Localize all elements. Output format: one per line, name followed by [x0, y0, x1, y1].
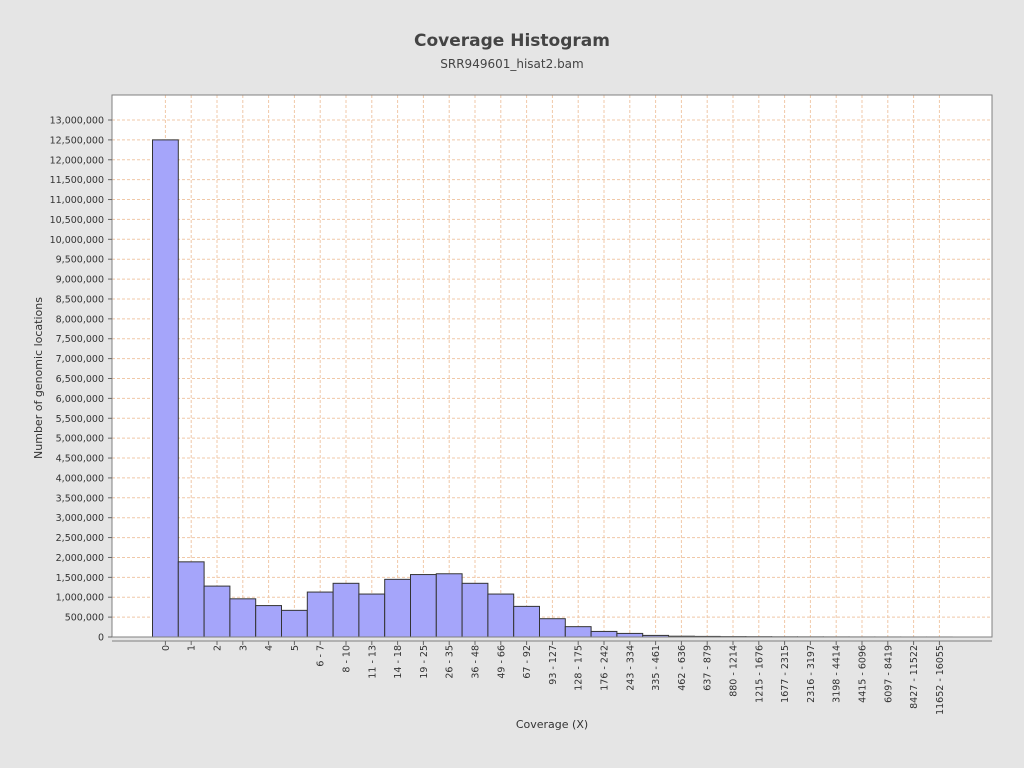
bar-2 [203, 585, 231, 638]
x-axis-title: Coverage (X) [516, 718, 588, 731]
y-tick-label: 500,000 [65, 613, 104, 624]
y-tick-label: 3,500,000 [56, 493, 104, 504]
chart-title: Coverage Histogram [414, 31, 610, 51]
bar-8-10 [332, 582, 360, 638]
x-tick-label: 1215 - 1676 [754, 645, 765, 703]
y-tick-label: 0 [98, 633, 104, 644]
y-tick-label: 2,000,000 [56, 553, 104, 564]
bar-49-66 [487, 593, 515, 638]
bar-176-242 [590, 630, 618, 638]
x-tick-label: 128 - 175 [574, 645, 585, 691]
x-tick-label: 2 [213, 645, 224, 651]
x-tick-label: 36 - 48 [471, 645, 482, 679]
y-tick-label: 10,500,000 [50, 215, 104, 226]
y-tick-label: 4,000,000 [56, 473, 104, 484]
x-tick-label: 335 - 461 [651, 645, 662, 691]
x-tick-label: 14 - 18 [393, 645, 404, 679]
chart-subtitle: SRR949601_hisat2.bam [440, 57, 584, 71]
x-tick-label: 2316 - 3197 [806, 645, 817, 703]
x-tick-label: 3198 - 4414 [832, 645, 843, 703]
bar-26-35 [435, 573, 463, 638]
x-tick-label: 93 - 127 [548, 645, 559, 685]
bar-6-7 [306, 591, 334, 638]
y-tick-label: 11,500,000 [50, 175, 104, 186]
bar-67-92 [513, 605, 541, 638]
bar-243-334 [616, 632, 644, 638]
bar-3 [229, 598, 257, 638]
bar-36-48 [461, 582, 489, 638]
x-tick-label: 1 [187, 645, 198, 651]
y-tick-label: 11,000,000 [50, 195, 104, 206]
x-tick-label: 3 [238, 645, 249, 651]
x-tick-label: 880 - 1214 [729, 645, 740, 697]
x-tick-label: 6097 - 8419 [883, 645, 894, 703]
y-tick-label: 9,000,000 [56, 275, 104, 286]
bar-5 [281, 609, 308, 638]
y-axis-ticks: 0 500,000 1,000,000 1,500,000 2,000,000 2,500… [50, 116, 112, 644]
x-tick-label: 8427 - 11522 [909, 645, 920, 709]
x-tick-label: 11 - 13 [367, 645, 378, 679]
plot-border [111, 94, 993, 638]
y-tick-label: 5,000,000 [56, 434, 104, 445]
y-tick-label: 8,500,000 [56, 294, 104, 305]
x-tick-label: 1677 - 2315 [780, 645, 791, 703]
y-tick-label: 6,000,000 [56, 394, 104, 405]
y-tick-label: 7,500,000 [56, 334, 104, 345]
x-tick-label: 67 - 92 [522, 645, 533, 679]
x-tick-label: 243 - 334 [625, 645, 636, 691]
x-tick-label: 8 - 10 [342, 645, 353, 673]
y-tick-label: 8,000,000 [56, 314, 104, 325]
x-tick-label: 19 - 25 [419, 645, 430, 679]
x-tick-label: 637 - 879 [703, 645, 714, 691]
x-tick-label: 6 - 7 [316, 645, 327, 667]
y-tick-label: 2,500,000 [56, 533, 104, 544]
y-tick-label: 1,000,000 [56, 593, 104, 604]
y-tick-label: 12,500,000 [50, 135, 104, 146]
x-tick-label: 4415 - 6096 [858, 645, 869, 703]
bar-1 [177, 561, 205, 638]
x-tick-label: 462 - 636 [677, 645, 688, 691]
x-tick-label: 11652 - 16055 [935, 645, 946, 715]
x-tick-label: 26 - 35 [445, 645, 456, 679]
x-axis-ticks: 0 1 2 3 4 5 6 - 7 8 - 10 11 - 13 14 - 18 19 - 25 26… [161, 641, 946, 715]
bar-4 [255, 605, 282, 638]
y-tick-label: 3,000,000 [56, 513, 104, 524]
bar-0 [152, 139, 179, 638]
y-tick-label: 10,000,000 [50, 235, 104, 246]
y-tick-label: 9,500,000 [56, 255, 104, 266]
y-tick-label: 12,000,000 [50, 155, 104, 166]
bar-128-175 [564, 626, 592, 638]
y-tick-label: 6,500,000 [56, 374, 104, 385]
bar-19-25 [410, 574, 437, 638]
x-tick-label: 49 - 66 [496, 645, 507, 679]
bar-93-127 [539, 618, 566, 638]
x-tick-label: 4 [264, 645, 275, 651]
y-tick-label: 1,500,000 [56, 573, 104, 584]
x-tick-label: 176 - 242 [600, 645, 611, 691]
bar-11-13 [358, 593, 386, 638]
y-tick-label: 5,500,000 [56, 414, 104, 425]
grid-lines [112, 95, 992, 637]
y-tick-label: 7,000,000 [56, 354, 104, 365]
bar-14-18 [384, 578, 412, 638]
x-tick-label: 5 [290, 645, 301, 651]
y-axis-title: Number of genomic locations [32, 297, 45, 459]
y-tick-label: 13,000,000 [50, 116, 104, 127]
x-tick-label: 0 [161, 645, 172, 651]
y-tick-label: 4,500,000 [56, 454, 104, 465]
